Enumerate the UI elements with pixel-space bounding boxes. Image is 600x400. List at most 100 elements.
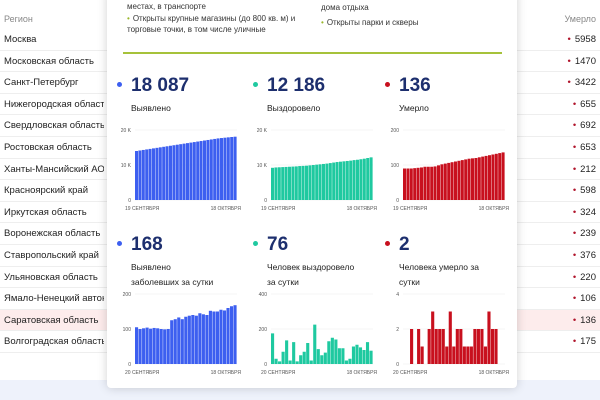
bar[interactable] (175, 144, 179, 200)
bar[interactable] (220, 138, 223, 200)
bar[interactable] (441, 329, 445, 364)
bar[interactable] (135, 327, 139, 364)
bar[interactable] (194, 315, 198, 364)
bar[interactable] (467, 158, 471, 200)
bar[interactable] (201, 314, 205, 364)
bar[interactable] (309, 360, 313, 365)
bar[interactable] (328, 163, 332, 200)
bar[interactable] (469, 346, 473, 365)
bar[interactable] (403, 168, 406, 201)
bar[interactable] (335, 162, 339, 200)
bar[interactable] (318, 164, 322, 200)
bar[interactable] (294, 166, 298, 200)
bar[interactable] (281, 167, 285, 200)
bar[interactable] (476, 329, 480, 364)
bar[interactable] (369, 157, 373, 200)
bar[interactable] (494, 153, 498, 200)
bar[interactable] (165, 146, 169, 200)
bar[interactable] (301, 165, 305, 200)
bar[interactable] (487, 311, 491, 365)
bar[interactable] (488, 155, 491, 200)
bar[interactable] (501, 152, 505, 200)
bar[interactable] (366, 158, 370, 200)
bar[interactable] (359, 159, 363, 200)
bar[interactable] (298, 166, 302, 200)
bar[interactable] (142, 328, 146, 364)
bar[interactable] (182, 143, 186, 200)
bar[interactable] (334, 339, 338, 365)
bar[interactable] (349, 160, 353, 200)
bar[interactable] (315, 164, 319, 200)
bar[interactable] (158, 147, 162, 200)
bar[interactable] (481, 156, 485, 200)
bar[interactable] (491, 154, 495, 201)
bar[interactable] (173, 319, 177, 364)
bar[interactable] (430, 166, 434, 200)
bar[interactable] (448, 311, 452, 365)
bar[interactable] (341, 348, 345, 364)
column-region[interactable]: Регион (4, 14, 33, 24)
bar[interactable] (212, 311, 216, 365)
bar[interactable] (330, 337, 334, 364)
bar[interactable] (466, 346, 470, 365)
bar[interactable] (177, 317, 181, 364)
bar[interactable] (180, 319, 184, 364)
bar[interactable] (445, 346, 449, 365)
bar[interactable] (339, 161, 342, 200)
bar[interactable] (369, 350, 373, 364)
bar[interactable] (166, 329, 170, 364)
bar[interactable] (206, 139, 210, 200)
bar[interactable] (431, 311, 435, 365)
bar[interactable] (416, 167, 420, 200)
bar[interactable] (443, 163, 447, 200)
bar[interactable] (308, 165, 312, 200)
bar[interactable] (337, 348, 341, 364)
bar[interactable] (162, 146, 166, 200)
bar[interactable] (274, 167, 278, 200)
bar[interactable] (471, 158, 474, 200)
bar[interactable] (342, 161, 346, 200)
bar[interactable] (480, 329, 484, 364)
bar[interactable] (229, 306, 234, 364)
bar[interactable] (423, 166, 427, 200)
bar[interactable] (327, 341, 331, 364)
bar[interactable] (170, 320, 174, 364)
bar[interactable] (362, 350, 366, 364)
bar[interactable] (355, 344, 359, 364)
bar[interactable] (145, 149, 149, 200)
bar[interactable] (462, 346, 466, 365)
bar[interactable] (226, 308, 230, 364)
bar[interactable] (203, 140, 206, 201)
bar[interactable] (457, 160, 461, 200)
bar[interactable] (311, 165, 315, 200)
bar[interactable] (406, 168, 410, 201)
bar[interactable] (156, 328, 160, 364)
bar[interactable] (440, 164, 444, 200)
bar[interactable] (148, 148, 152, 200)
bar[interactable] (459, 329, 463, 364)
bar[interactable] (192, 142, 196, 200)
bar[interactable] (216, 138, 220, 200)
bar[interactable] (145, 327, 149, 364)
bar[interactable] (438, 329, 442, 364)
bar[interactable] (179, 144, 183, 200)
bar[interactable] (413, 168, 417, 200)
bar[interactable] (233, 136, 237, 200)
bar[interactable] (196, 141, 200, 200)
bar[interactable] (278, 361, 282, 364)
bar[interactable] (490, 329, 495, 364)
bar[interactable] (199, 141, 203, 200)
bar[interactable] (409, 168, 413, 201)
bar[interactable] (191, 315, 195, 364)
bar[interactable] (460, 160, 464, 200)
bar[interactable] (281, 351, 285, 364)
bar[interactable] (152, 148, 155, 200)
bar[interactable] (494, 329, 498, 364)
bar[interactable] (285, 340, 289, 364)
bar[interactable] (138, 150, 142, 200)
bar[interactable] (189, 142, 193, 200)
bar[interactable] (155, 147, 159, 200)
bar[interactable] (362, 158, 366, 200)
bar[interactable] (223, 137, 227, 200)
bar[interactable] (332, 162, 336, 200)
